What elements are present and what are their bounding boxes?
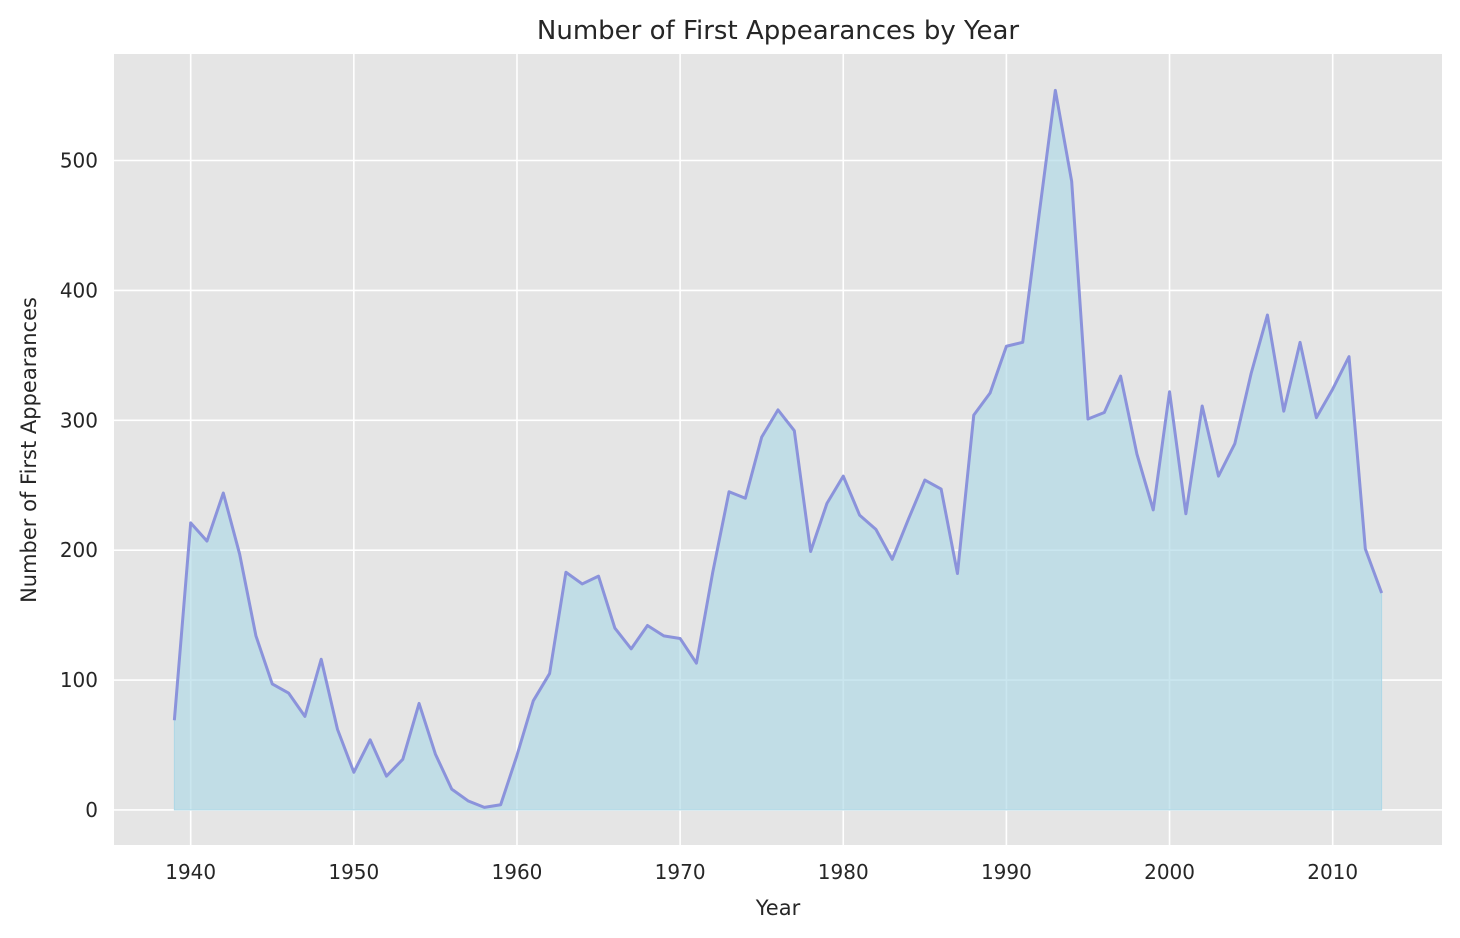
y-tick-label: 400 xyxy=(60,278,98,302)
x-tick-label: 1980 xyxy=(818,860,869,884)
y-tick-label: 0 xyxy=(85,798,98,822)
chart-title: Number of First Appearances by Year xyxy=(537,16,1019,46)
y-tick-label: 200 xyxy=(60,538,98,562)
x-tick-label: 1940 xyxy=(165,860,216,884)
x-tick-labels: 1940 1950 1960 1970 1980 1990 2000 2010 xyxy=(165,860,1358,884)
y-tick-label: 100 xyxy=(60,668,98,692)
x-tick-label: 1990 xyxy=(981,860,1032,884)
y-tick-label: 300 xyxy=(60,408,98,432)
y-tick-labels: 0 100 200 300 400 500 xyxy=(60,149,98,822)
x-tick-label: 2010 xyxy=(1307,860,1358,884)
y-axis-label: Number of First Appearances xyxy=(17,297,41,603)
x-tick-label: 1950 xyxy=(328,860,379,884)
x-tick-label: 2000 xyxy=(1144,860,1195,884)
x-tick-label: 1970 xyxy=(655,860,706,884)
x-axis-label: Year xyxy=(755,896,801,920)
x-tick-label: 1960 xyxy=(492,860,543,884)
y-tick-label: 500 xyxy=(60,149,98,173)
series-points xyxy=(174,90,1382,808)
